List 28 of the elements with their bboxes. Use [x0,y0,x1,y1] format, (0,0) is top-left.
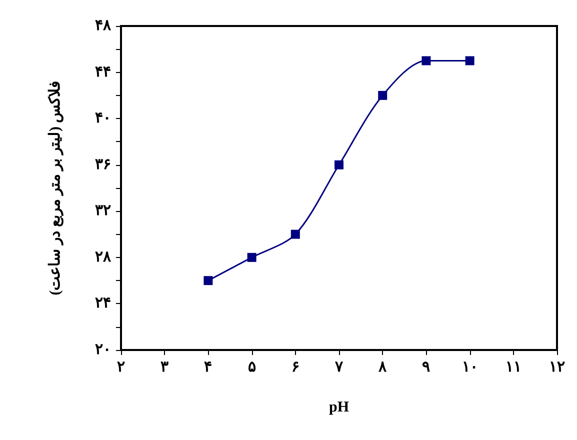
y-tick-label: ۲۸ [95,249,112,266]
y-tick-label: ۳۶ [95,156,111,173]
x-tick-label: ۷ [334,360,344,376]
x-tick-label: ۱۰ [462,360,478,376]
x-axis-title: pH [328,400,350,416]
point [290,230,300,239]
y-axis-title: فلاکس (لیتر بر متر مربع در ساعت) [48,80,64,296]
y-tick-label: ۴۸ [95,18,112,34]
y-tick-label: ۴۴ [95,64,111,80]
y-tick-label: ۲۴ [95,296,111,312]
point [378,90,388,100]
x-tick-label: ۱۱ [505,360,522,376]
x-tick-label: ۸ [378,360,388,376]
x-tick-label: ۶ [291,360,300,376]
x-tick-label: ۹ [422,360,430,376]
point [465,56,474,66]
point [422,56,431,66]
x-tick-label: ۵ [248,360,256,376]
y-tick-label: ۳۲ [95,203,111,220]
x-tick-label: ۱۲ [549,360,565,376]
point [334,160,344,170]
y-tick-label: ۴۰ [95,110,111,127]
point [247,252,256,262]
y-tick-label: ۲۰ [95,342,111,358]
x-tick-label: ۳ [160,360,169,376]
point [204,276,213,286]
x-tick-label: ۴ [204,360,212,376]
x-tick-label: ۲ [117,360,125,376]
